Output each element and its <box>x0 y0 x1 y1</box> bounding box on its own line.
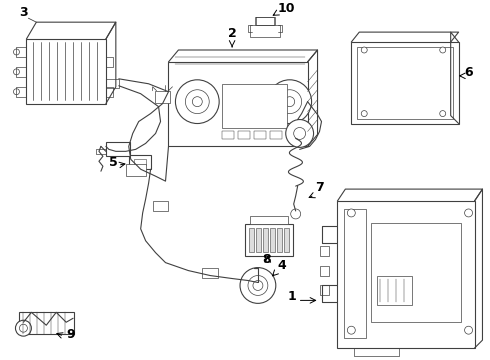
Bar <box>202 267 218 278</box>
Bar <box>319 246 329 256</box>
Circle shape <box>278 90 302 114</box>
Circle shape <box>291 209 301 219</box>
Bar <box>134 159 146 165</box>
Circle shape <box>240 267 276 303</box>
Circle shape <box>440 47 446 53</box>
Bar <box>319 285 329 296</box>
Text: 4: 4 <box>278 258 287 271</box>
Circle shape <box>440 111 446 117</box>
Circle shape <box>286 120 314 147</box>
Bar <box>169 62 308 147</box>
Bar <box>255 17 275 25</box>
Bar <box>154 91 171 103</box>
Bar <box>377 275 412 305</box>
Text: 8: 8 <box>262 253 270 266</box>
Circle shape <box>361 47 367 53</box>
Bar <box>284 228 289 252</box>
Bar <box>250 25 280 37</box>
Circle shape <box>248 275 268 296</box>
Bar <box>238 131 250 139</box>
Bar <box>338 201 474 348</box>
Text: 6: 6 <box>465 66 473 79</box>
Text: 2: 2 <box>228 27 237 40</box>
Text: 9: 9 <box>66 328 75 341</box>
Bar <box>20 312 74 334</box>
Circle shape <box>14 49 20 55</box>
Circle shape <box>347 326 355 334</box>
Bar <box>319 266 329 275</box>
Circle shape <box>193 97 202 107</box>
Bar <box>277 228 282 252</box>
Bar <box>152 201 169 211</box>
Bar <box>254 131 266 139</box>
Circle shape <box>285 97 294 107</box>
Bar <box>222 84 287 129</box>
Bar <box>371 223 461 322</box>
Bar <box>270 131 282 139</box>
Circle shape <box>268 80 312 123</box>
Circle shape <box>465 326 472 334</box>
Bar <box>263 228 268 252</box>
Circle shape <box>465 209 472 217</box>
Circle shape <box>361 111 367 117</box>
Bar <box>222 131 234 139</box>
Text: 1: 1 <box>288 291 296 303</box>
Bar <box>129 155 150 169</box>
Circle shape <box>347 209 355 217</box>
Bar <box>357 47 453 118</box>
Bar <box>351 42 459 123</box>
Bar <box>344 209 366 338</box>
Bar <box>270 228 275 252</box>
Bar <box>26 39 106 104</box>
Text: 5: 5 <box>109 156 118 169</box>
Bar <box>250 216 288 224</box>
Text: 3: 3 <box>20 6 28 19</box>
Bar <box>106 143 130 156</box>
Bar <box>249 228 254 252</box>
Bar <box>245 224 293 256</box>
Text: 10: 10 <box>278 2 295 15</box>
Circle shape <box>14 69 20 75</box>
Circle shape <box>20 324 27 332</box>
Circle shape <box>185 90 209 114</box>
Circle shape <box>294 127 306 139</box>
Circle shape <box>16 320 31 336</box>
Bar <box>256 228 261 252</box>
Circle shape <box>14 89 20 95</box>
Bar <box>126 164 146 176</box>
Circle shape <box>175 80 219 123</box>
Text: 7: 7 <box>316 181 324 194</box>
Circle shape <box>253 280 263 291</box>
